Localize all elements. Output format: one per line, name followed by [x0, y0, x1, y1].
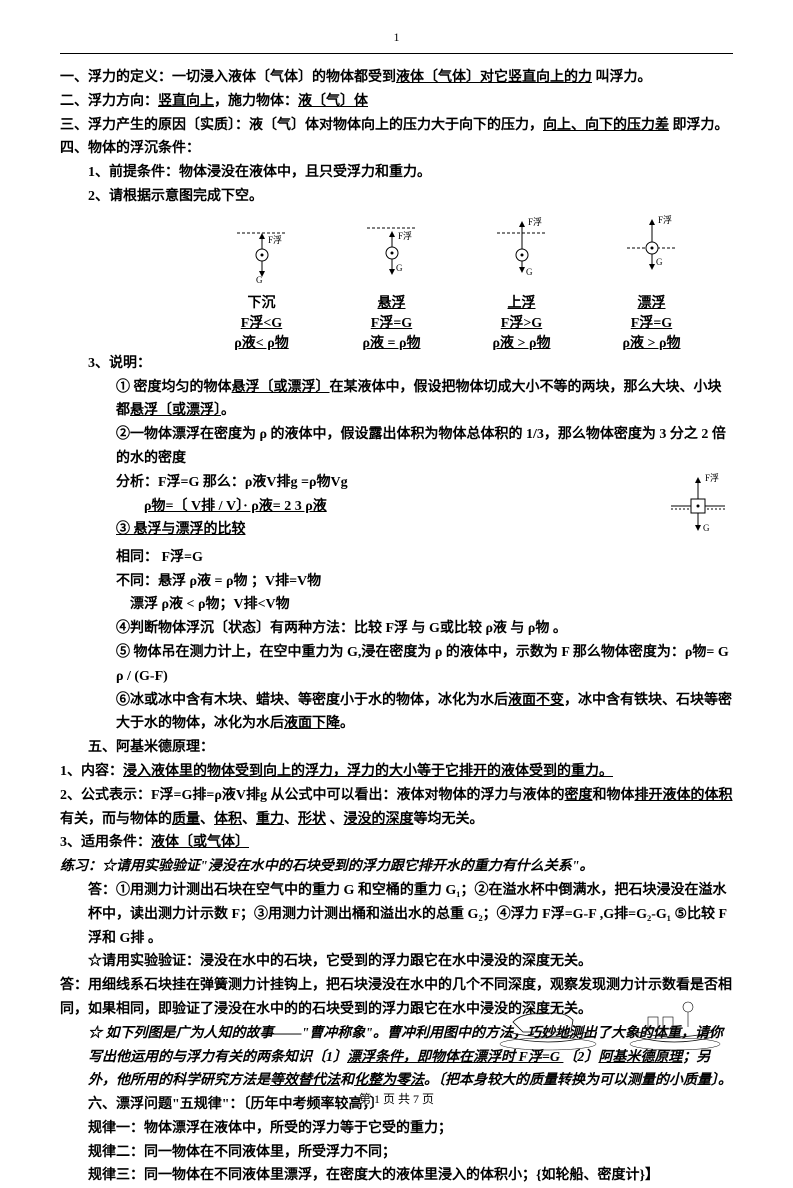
section-1: 一、浮力的定义：一切浸入液体〔气体〕的物体都受到液体〔气体〕对它竖直向上的力 叫… — [60, 66, 733, 90]
page-number-top: 1 — [60, 30, 733, 45]
svg-text:F浮: F浮 — [528, 216, 542, 227]
sec4-3: 3、说明： — [60, 352, 733, 376]
section-4: 四、物体的浮沉条件： — [60, 137, 733, 161]
elephant-illustration — [493, 962, 733, 1052]
diagram-force: F浮<G F浮=G F浮>G F浮=G — [180, 312, 733, 332]
diagram-3: F浮 G — [477, 213, 567, 288]
section-2: 二、浮力方向：竖直向上，施力物体：液〔气〕体 — [60, 90, 733, 114]
sec4-3-c1: ① 密度均匀的物体悬浮〔或漂浮〕在某液体中，假设把物体切成大小不等的两块，那么大… — [60, 376, 733, 424]
sec4-3-c3b: 不同：悬浮 ρ液 = ρ物 ；V排=V物 — [60, 570, 733, 594]
diagram-density: ρ液< ρ物 ρ液 = ρ物 ρ液 > ρ物 ρ液 > ρ物 — [180, 332, 733, 352]
sec5-p3: 3、适用条件：液体〔或气体〕 — [60, 831, 733, 855]
sec4-p1: 1、前提条件：物体浸没在液体中，且只受浮力和重力。 — [60, 161, 733, 185]
sec4-3-c2a: ②一物体漂浮在密度为 ρ 的液体中，假设露出体积为物体总体积的 1/3，那么物体… — [60, 423, 733, 471]
sec4-3-c2b: 分析：F浮=G 那么：ρ液V排g =ρ物Vg — [116, 471, 633, 495]
sec5-p1: 1、内容：浸入液体里的物体受到向上的浮力，浮力的大小等于它排开的液体受到的重力。 — [60, 760, 733, 784]
side-diagram: F浮 G — [663, 471, 733, 546]
sec4-3-c2c: ρ物=〔 V排 / V〕· ρ液= 2 3 ρ液 — [144, 495, 633, 519]
diagram-4: F浮 G — [607, 213, 697, 288]
section-5: 五、阿基米德原理： — [60, 736, 733, 760]
svg-text:F浮: F浮 — [268, 234, 282, 245]
diagram-1: F浮 G — [217, 213, 307, 288]
practice-title: 练习：☆请用实验验证"浸没在水中的石块受到的浮力跟它排开水的重力有什么关系"。 — [60, 855, 733, 879]
diagram-2: F浮 G — [347, 213, 437, 288]
diagram-labels: 下沉 悬浮 上浮 漂浮 — [180, 292, 733, 312]
sec6-r2: 规律二：同一物体在不同液体里，所受浮力不同； — [60, 1141, 733, 1165]
sec6-r3: 规律三：同一物体在不同液体里漂浮，在密度大的液体里浸入的体积小；{如轮船、密度计… — [60, 1164, 733, 1188]
svg-text:F浮: F浮 — [658, 214, 672, 225]
page-footer: 第 1 页 共 7 页 — [0, 1090, 793, 1107]
sec4-3-c6: ⑥冰或冰中含有木块、蜡块、等密度小于水的物体，冰化为水后液面不变，冰中含有铁块、… — [60, 689, 733, 737]
sec5-p2: 2、公式表示：F浮=G排=ρ液V排g 从公式中可以看出：液体对物体的浮力与液体的… — [60, 784, 733, 832]
sec4-3-c3c: 漂浮 ρ液 < ρ物；V排<V物 — [60, 593, 733, 617]
sec4-3-c3: ③ 悬浮与漂浮的比较 — [116, 518, 633, 542]
sec4-3-c4: ④判断物体浮沉〔状态〕有两种方法：比较 F浮 与 G或比较 ρ液 与 ρ物 。 — [60, 617, 733, 641]
header-rule — [60, 53, 733, 54]
svg-text:F浮: F浮 — [398, 230, 412, 241]
sec4-3-c5: ⑤ 物体吊在测力计上，在空中重力为 G,浸在密度为 ρ 的液体中，示数为 F 那… — [60, 641, 733, 689]
svg-text:G: G — [703, 523, 710, 533]
sec4-p2: 2、请根据示意图完成下空。 — [60, 185, 733, 209]
svg-text:F浮: F浮 — [705, 472, 719, 483]
svg-text:G: G — [526, 267, 533, 277]
svg-text:G: G — [256, 275, 263, 283]
diagram-row: F浮 G F浮 G F浮 G — [180, 213, 733, 288]
sec4-3-c3a: 相同： F浮=G — [60, 546, 733, 570]
svg-text:G: G — [396, 263, 403, 273]
practice-a1: 答：①用测力计测出石块在空气中的重力 G 和空桶的重力 G₁；②在溢水杯中倒满水… — [60, 879, 733, 950]
sec6-r1: 规律一：物体漂浮在液体中，所受的浮力等于它受的重力； — [60, 1117, 733, 1141]
svg-text:G: G — [656, 257, 663, 267]
section-3: 三、浮力产生的原因〔实质〕：液〔气〕体对物体向上的压力大于向下的压力，向上、向下… — [60, 114, 733, 138]
